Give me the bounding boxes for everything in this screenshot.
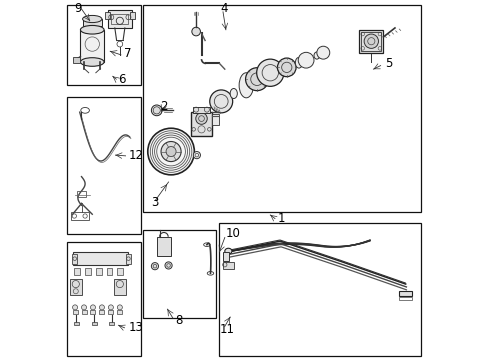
Text: 11: 11: [220, 323, 235, 336]
Ellipse shape: [316, 46, 329, 59]
Text: 3: 3: [151, 196, 159, 209]
Ellipse shape: [295, 57, 302, 68]
Ellipse shape: [151, 105, 162, 116]
Bar: [192, 107, 210, 113]
Bar: [67, 5, 141, 85]
Bar: [143, 230, 215, 318]
Ellipse shape: [166, 147, 176, 157]
Bar: [77, 191, 86, 197]
Ellipse shape: [147, 128, 194, 175]
Ellipse shape: [191, 27, 200, 36]
Text: 8: 8: [175, 314, 183, 327]
Text: 4: 4: [220, 3, 227, 15]
Bar: [117, 268, 123, 275]
Bar: [107, 10, 132, 28]
Bar: [81, 310, 86, 314]
Ellipse shape: [313, 52, 319, 59]
Bar: [219, 223, 420, 356]
Bar: [104, 12, 110, 19]
Bar: [108, 310, 113, 314]
Bar: [223, 252, 229, 261]
Bar: [190, 112, 212, 136]
Ellipse shape: [117, 305, 122, 310]
Bar: [80, 30, 104, 62]
Text: 7: 7: [124, 46, 132, 59]
Bar: [212, 114, 218, 125]
Ellipse shape: [164, 262, 172, 269]
Bar: [361, 32, 381, 51]
Ellipse shape: [256, 59, 284, 86]
Ellipse shape: [80, 58, 104, 66]
Bar: [90, 310, 95, 314]
Ellipse shape: [81, 305, 86, 310]
Bar: [106, 268, 112, 275]
Ellipse shape: [209, 90, 232, 113]
Bar: [114, 279, 126, 295]
Text: 10: 10: [225, 227, 240, 240]
Ellipse shape: [239, 73, 253, 98]
Bar: [111, 14, 128, 24]
Bar: [85, 268, 91, 275]
Text: 1: 1: [277, 212, 285, 225]
Bar: [72, 252, 128, 265]
Bar: [82, 19, 102, 26]
Bar: [72, 254, 77, 264]
Bar: [74, 268, 80, 275]
Bar: [96, 268, 102, 275]
Bar: [398, 297, 411, 300]
Ellipse shape: [161, 141, 181, 162]
Bar: [67, 242, 141, 356]
Bar: [130, 12, 135, 19]
Ellipse shape: [298, 52, 313, 68]
Bar: [71, 212, 88, 220]
Ellipse shape: [151, 262, 158, 270]
Ellipse shape: [277, 58, 295, 77]
Text: 2: 2: [160, 100, 167, 113]
Ellipse shape: [364, 34, 378, 48]
Ellipse shape: [90, 305, 95, 310]
Bar: [117, 310, 122, 314]
Ellipse shape: [99, 305, 104, 310]
Text: 13: 13: [129, 321, 144, 334]
Ellipse shape: [72, 305, 78, 310]
Ellipse shape: [224, 248, 231, 254]
Bar: [125, 254, 131, 264]
Bar: [143, 5, 420, 212]
Text: 9: 9: [74, 3, 81, 15]
Text: 12: 12: [129, 149, 144, 162]
Ellipse shape: [193, 152, 200, 159]
Bar: [99, 310, 104, 314]
Text: 5: 5: [384, 57, 391, 70]
Ellipse shape: [230, 89, 237, 99]
Bar: [358, 30, 383, 53]
Bar: [91, 322, 96, 325]
Ellipse shape: [245, 68, 268, 91]
Bar: [70, 279, 82, 295]
Bar: [109, 322, 114, 325]
Bar: [157, 237, 171, 256]
Ellipse shape: [195, 113, 207, 124]
Bar: [398, 291, 411, 296]
Bar: [223, 262, 233, 269]
Bar: [67, 97, 141, 234]
Bar: [74, 322, 79, 325]
Ellipse shape: [80, 26, 104, 34]
Bar: [72, 310, 78, 314]
Text: 6: 6: [118, 73, 125, 86]
Ellipse shape: [108, 305, 113, 310]
Ellipse shape: [82, 15, 102, 23]
Bar: [72, 57, 80, 63]
